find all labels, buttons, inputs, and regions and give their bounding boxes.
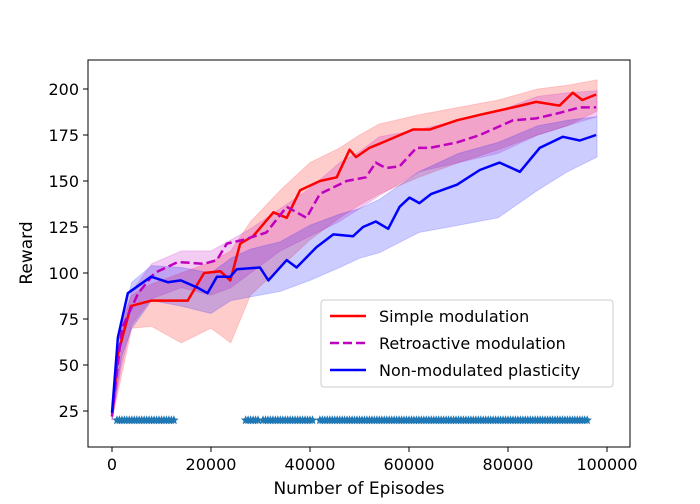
legend: Simple modulation Retroactive modulation…: [320, 299, 614, 388]
legend-label-simple: Simple modulation: [379, 307, 529, 326]
legend-box: [320, 299, 614, 388]
y-tick-label: 75: [59, 310, 79, 329]
y-axis-label: Reward: [17, 221, 37, 284]
y-tick-label: 125: [48, 218, 79, 237]
series-lines: [110, 91, 597, 417]
star-marker: [253, 415, 263, 425]
y-tick-label: 200: [48, 80, 79, 99]
plot-frame: [87, 59, 631, 448]
x-tick-label: 20000: [186, 455, 237, 474]
x-tick-label: 100000: [576, 455, 637, 474]
x-tick-label: 0: [107, 455, 117, 474]
legend-label-non-modulated: Non-modulated plasticity: [379, 361, 580, 380]
y-tick-label: 150: [48, 172, 79, 191]
y-tick-label: 50: [59, 356, 79, 375]
x-axis-label: Number of Episodes: [273, 479, 444, 499]
y-tick-label: 175: [48, 126, 79, 145]
legend-label-retroactive: Retroactive modulation: [379, 334, 566, 353]
x-tick-label: 40000: [285, 455, 336, 474]
star-marker: [582, 415, 592, 425]
y-tick-label: 100: [48, 264, 79, 283]
y-tick-label: 25: [59, 402, 79, 421]
x-tick-label: 80000: [483, 455, 534, 474]
line-non-modulated-plasticity: [110, 133, 597, 413]
x-tick-label: 60000: [384, 455, 435, 474]
marker-points: [112, 415, 592, 425]
line-simple-modulation: [110, 91, 597, 417]
line-retroactive-modulation: [110, 106, 597, 417]
star-marker: [169, 415, 179, 425]
y-axis: 25 50 75 100 125 150 175 200: [48, 80, 88, 421]
star-marker: [307, 415, 318, 425]
x-axis: 0 20000 40000 60000 80000 100000: [107, 447, 638, 474]
